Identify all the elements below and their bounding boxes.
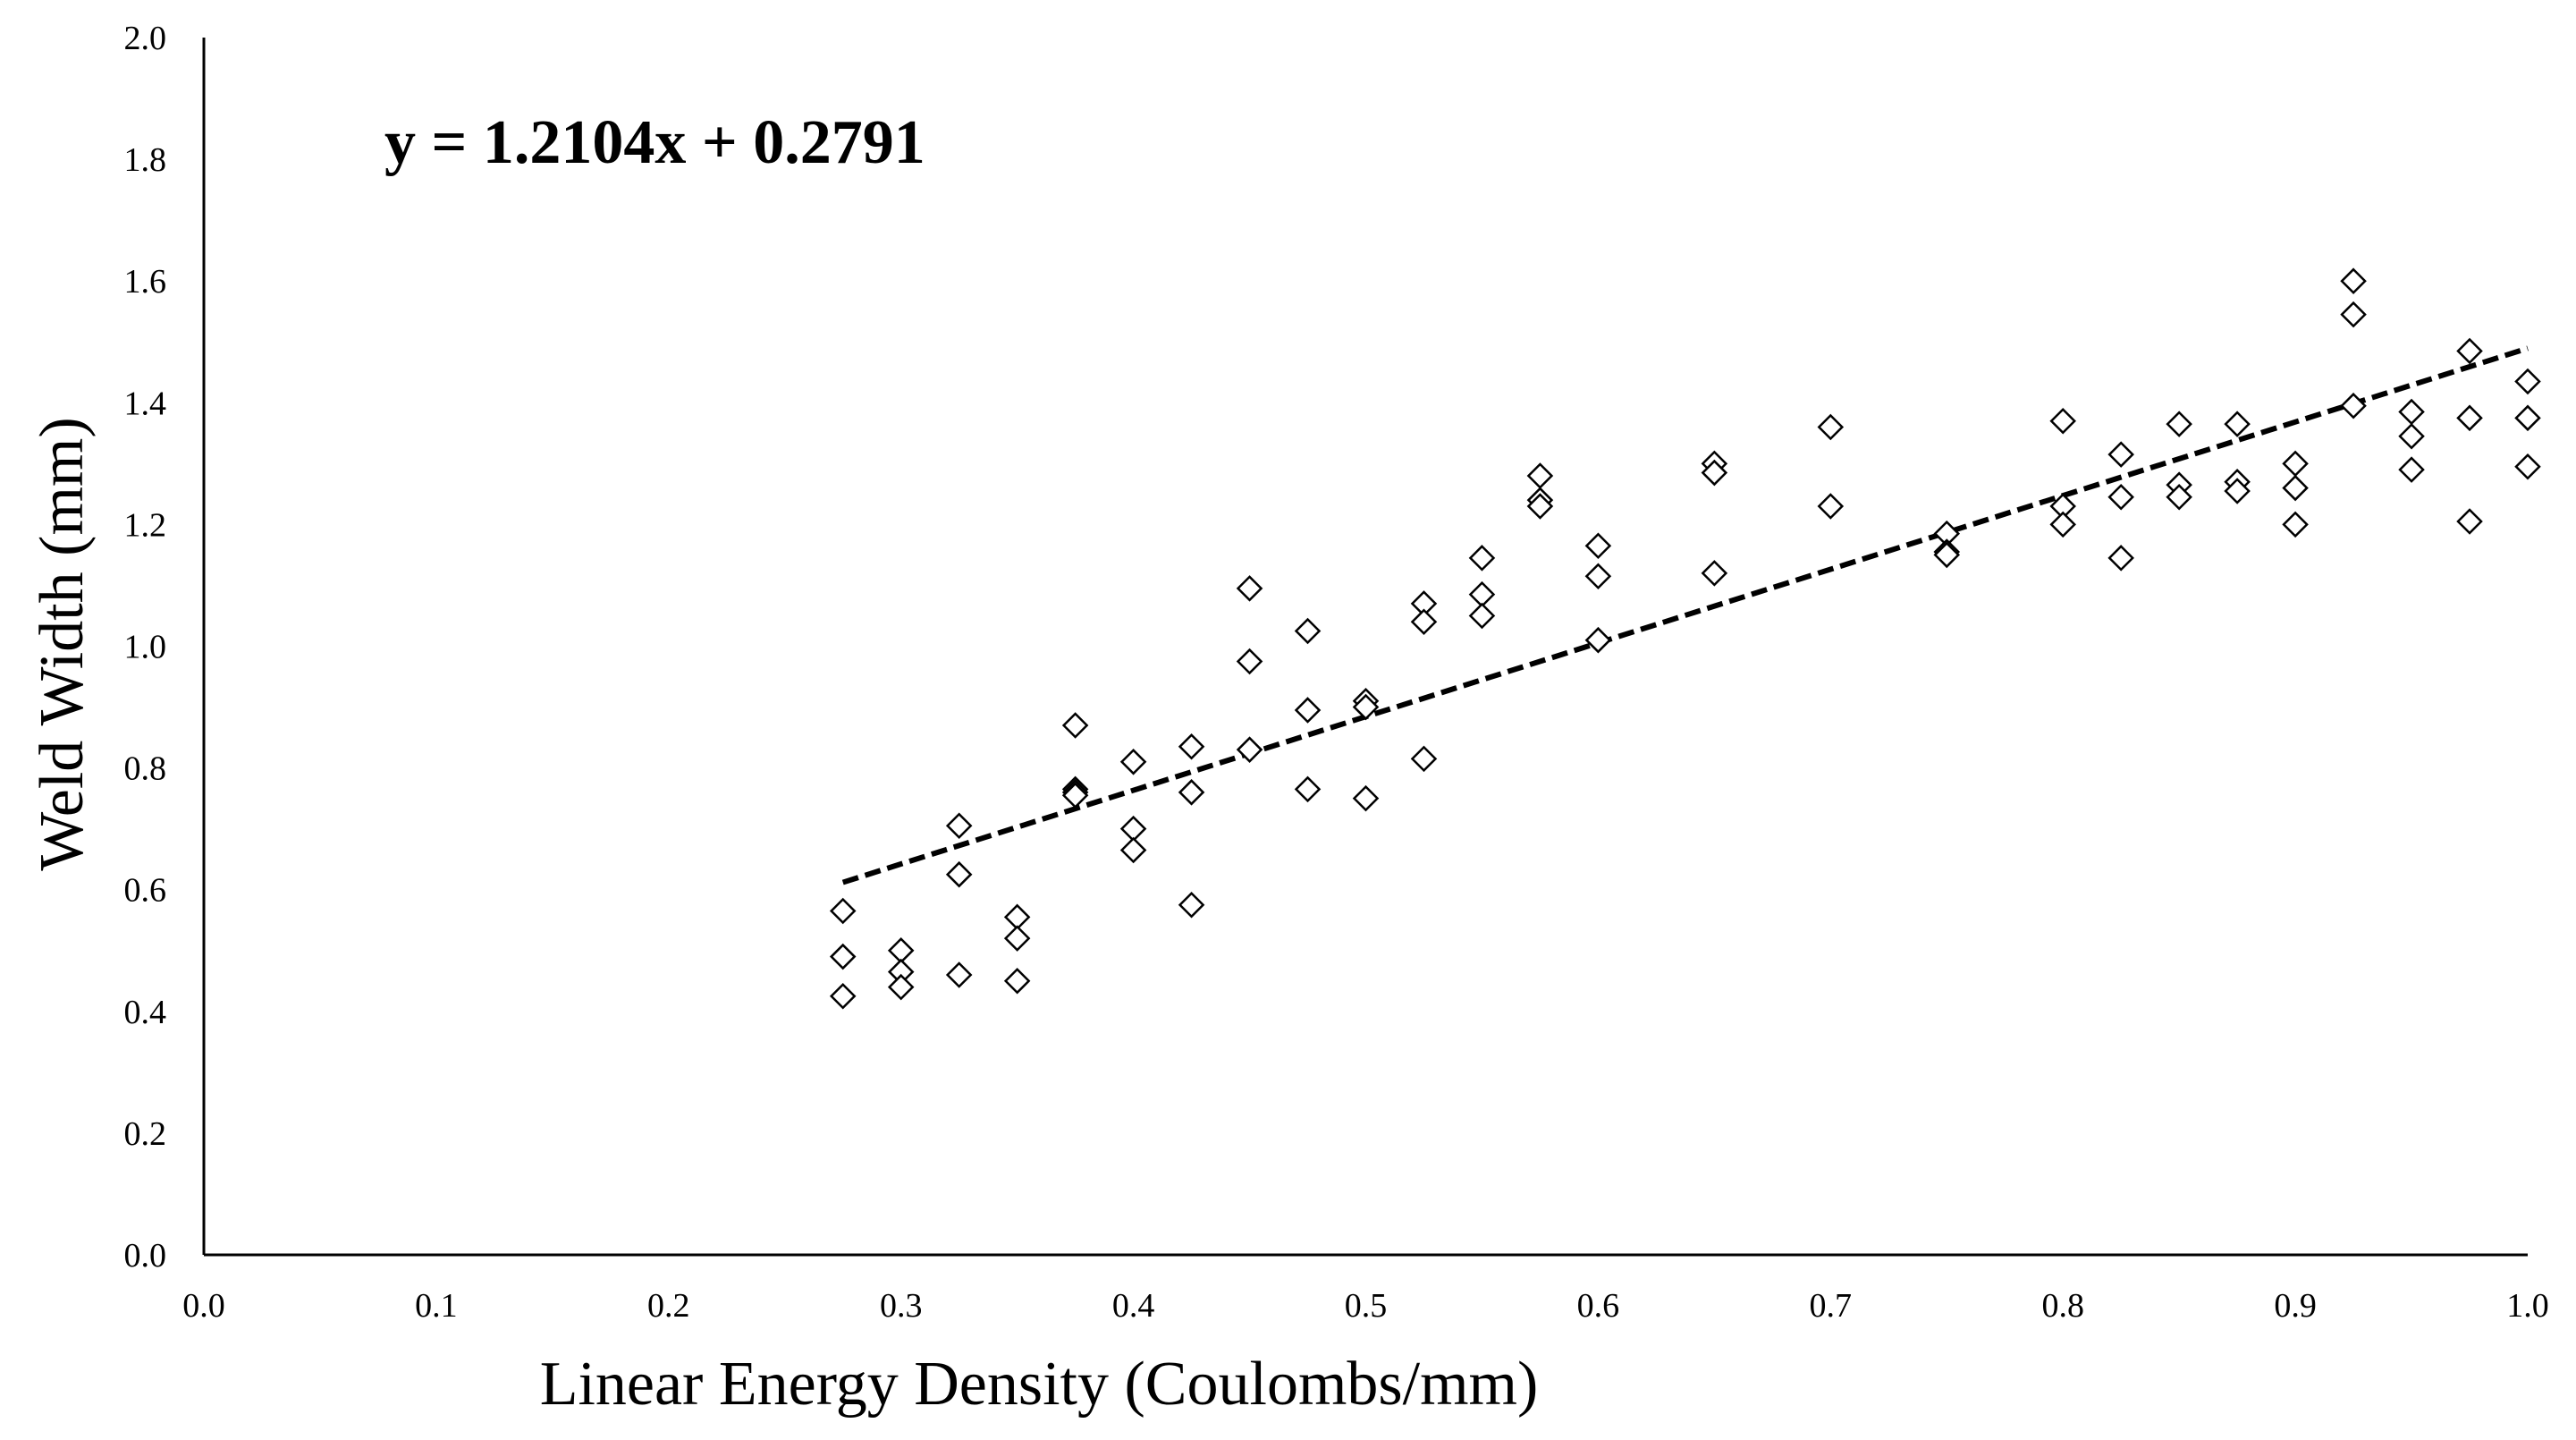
data-point	[2049, 511, 2076, 538]
data-point	[1003, 968, 1031, 995]
data-point	[1526, 462, 1554, 489]
data-point	[2282, 474, 2309, 502]
data-point	[1410, 608, 1438, 636]
data-point	[2340, 301, 2367, 328]
y-tick-label: 0.4	[124, 994, 167, 1031]
data-point	[2398, 456, 2425, 483]
x-tick-label: 1.0	[2506, 1287, 2549, 1325]
y-tick-label: 1.0	[124, 629, 167, 666]
data-point	[1119, 836, 1147, 864]
data-point	[1119, 749, 1147, 775]
data-point	[1003, 925, 1031, 952]
x-tick-label: 0.5	[1345, 1287, 1388, 1325]
data-point	[2340, 392, 2367, 419]
data-point	[1178, 779, 1205, 806]
x-tick-label: 0.9	[2274, 1287, 2317, 1325]
data-point	[1701, 459, 1728, 487]
x-axis-title: Linear Energy Density (Coulombs/mm)	[540, 1350, 1539, 1419]
data-point	[1584, 563, 1612, 590]
y-tick-labels: 0.0 0.2 0.4 0.6 0.8 1.0 1.2 1.4 1.6 1.8 2.0	[124, 20, 167, 1275]
trendline	[841, 345, 2529, 885]
data-point	[1294, 775, 1322, 803]
data-point	[829, 943, 857, 970]
data-point	[2514, 368, 2541, 395]
data-point	[1410, 745, 1438, 773]
data-point	[829, 897, 857, 925]
x-tick-label: 0.0	[182, 1287, 225, 1325]
x-tick-labels: 0.0 0.1 0.2 0.3 0.4 0.5 0.6 0.7 0.8 0.9 1.0	[182, 1287, 2549, 1325]
data-point	[1817, 413, 1845, 441]
data-point	[1933, 541, 1961, 569]
data-point	[2049, 407, 2076, 435]
data-point	[829, 983, 857, 1010]
data-point	[1236, 575, 1263, 602]
data-point	[1817, 493, 1845, 520]
data-point	[1178, 733, 1205, 760]
x-tick-label: 0.6	[1577, 1287, 1620, 1325]
x-tick-label: 0.1	[415, 1287, 458, 1325]
data-point	[2107, 545, 2134, 572]
axes	[202, 38, 2528, 1257]
y-tick-label: 1.8	[124, 141, 167, 179]
x-tick-label: 0.4	[1112, 1287, 1155, 1325]
data-point	[2282, 450, 2309, 478]
y-tick-label: 2.0	[124, 20, 167, 57]
data-point	[2166, 411, 2192, 437]
y-tick-label: 0.8	[124, 750, 167, 788]
y-tick-label: 0.2	[124, 1115, 167, 1153]
y-tick-label: 1.4	[124, 385, 167, 422]
y-tick-label: 0.0	[124, 1237, 167, 1275]
data-point	[2166, 484, 2192, 511]
data-point	[1294, 697, 1322, 724]
trendline-equation: y = 1.2104x + 0.2791	[384, 108, 925, 177]
x-tick-label: 0.2	[647, 1287, 690, 1325]
data-point	[2340, 267, 2367, 294]
data-point	[1584, 532, 1612, 559]
y-axis-title: Weld Width (mm)	[28, 417, 97, 870]
x-tick-label: 0.8	[2041, 1287, 2084, 1325]
data-point	[2282, 511, 2309, 538]
data-point	[945, 812, 973, 840]
x-tick-label: 0.7	[1810, 1287, 1853, 1325]
data-point	[2456, 337, 2483, 365]
y-tick-label: 1.2	[124, 506, 167, 544]
data-point	[1352, 784, 1380, 812]
data-point	[1178, 891, 1205, 919]
data-point	[1584, 626, 1612, 654]
data-point	[1701, 560, 1728, 587]
data-point	[2514, 404, 2541, 432]
y-tick-label: 0.6	[124, 872, 167, 910]
data-point	[2456, 508, 2483, 535]
x-tick-label: 0.3	[880, 1287, 923, 1325]
data-point	[1236, 736, 1263, 763]
data-point	[1352, 693, 1380, 721]
data-point	[1061, 712, 1089, 739]
data-point	[945, 860, 973, 888]
data-point	[1236, 648, 1263, 675]
data-point	[2398, 398, 2425, 426]
data-point	[1468, 545, 1496, 572]
y-tick-label: 1.6	[124, 263, 167, 301]
data-point	[1468, 602, 1496, 630]
data-points	[829, 267, 2541, 1010]
data-point	[2224, 411, 2251, 437]
data-point	[945, 961, 973, 988]
data-point	[2107, 484, 2134, 511]
data-point	[2456, 404, 2483, 432]
data-point	[2107, 441, 2134, 468]
data-point	[2224, 478, 2251, 504]
data-point	[1294, 617, 1322, 645]
data-point	[2398, 422, 2425, 450]
data-point	[1061, 782, 1089, 809]
data-point	[2514, 453, 2541, 480]
data-point	[1526, 493, 1554, 520]
data-point	[887, 973, 915, 1001]
